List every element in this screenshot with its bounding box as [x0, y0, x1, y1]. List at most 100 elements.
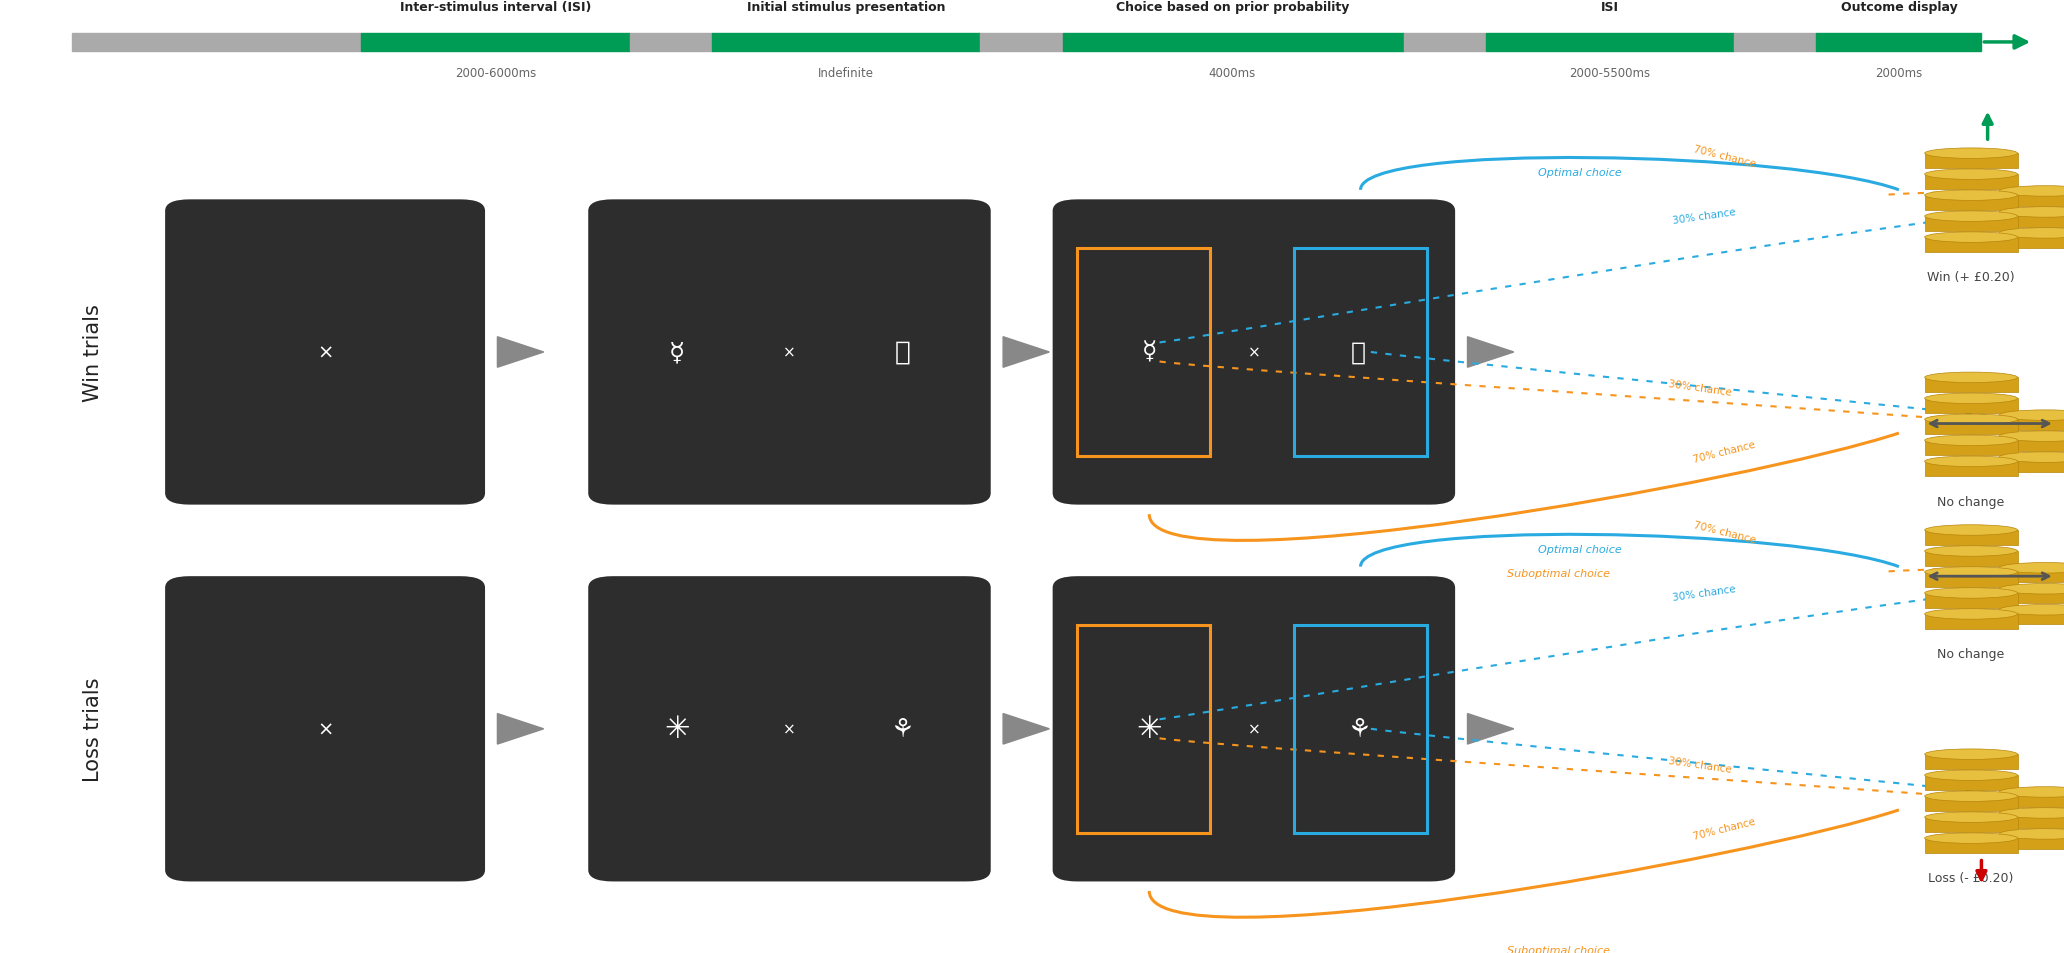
Bar	[630, 34, 712, 51]
Text: 30% chance: 30% chance	[1672, 583, 1736, 602]
Ellipse shape	[1998, 563, 2064, 574]
FancyBboxPatch shape	[1924, 531, 2019, 545]
Ellipse shape	[1924, 212, 2017, 222]
Text: ✳: ✳	[1137, 715, 1162, 743]
Ellipse shape	[1924, 394, 2017, 404]
FancyBboxPatch shape	[1924, 839, 2019, 853]
Text: Outcome display: Outcome display	[1841, 1, 1957, 14]
FancyBboxPatch shape	[1998, 457, 2064, 473]
Ellipse shape	[1924, 415, 2017, 425]
Ellipse shape	[1998, 808, 2064, 819]
FancyBboxPatch shape	[1924, 399, 2019, 414]
Ellipse shape	[1924, 525, 2017, 536]
Polygon shape	[1468, 714, 1513, 744]
FancyBboxPatch shape	[1998, 834, 2064, 849]
Bar	[1077, 625, 1210, 833]
Ellipse shape	[1924, 233, 2017, 243]
Bar	[1294, 625, 1426, 833]
Text: ⚘: ⚘	[890, 716, 914, 742]
FancyBboxPatch shape	[1998, 792, 2064, 807]
FancyBboxPatch shape	[1998, 610, 2064, 625]
FancyBboxPatch shape	[1924, 615, 2019, 629]
FancyBboxPatch shape	[1924, 378, 2019, 393]
Polygon shape	[497, 337, 543, 368]
Ellipse shape	[1924, 567, 2017, 578]
Text: 4000ms: 4000ms	[1210, 67, 1255, 80]
Text: ⚘: ⚘	[1346, 716, 1370, 742]
FancyBboxPatch shape	[1924, 217, 2019, 232]
Bar	[1063, 34, 1404, 51]
FancyBboxPatch shape	[588, 577, 991, 882]
FancyBboxPatch shape	[1998, 416, 2064, 431]
Ellipse shape	[1998, 787, 2064, 798]
FancyBboxPatch shape	[1053, 577, 1455, 882]
Text: ×: ×	[1247, 345, 1261, 360]
FancyBboxPatch shape	[1924, 594, 2019, 608]
Ellipse shape	[1924, 749, 2017, 760]
Text: No change: No change	[1938, 648, 2004, 660]
Bar	[1486, 34, 1734, 51]
Bar	[1077, 249, 1210, 456]
Polygon shape	[1003, 714, 1049, 744]
Ellipse shape	[1924, 436, 2017, 446]
Polygon shape	[497, 714, 543, 744]
Text: Loss (- £0.20): Loss (- £0.20)	[1928, 872, 2014, 884]
Polygon shape	[1468, 337, 1513, 368]
Text: Choice based on prior probability: Choice based on prior probability	[1115, 1, 1350, 14]
Text: ☿: ☿	[1141, 340, 1158, 365]
Polygon shape	[1003, 337, 1049, 368]
Text: Initial stimulus presentation: Initial stimulus presentation	[747, 1, 945, 14]
Text: ⛋: ⛋	[1352, 340, 1366, 365]
Text: ✳: ✳	[665, 715, 689, 743]
Bar	[712, 34, 980, 51]
FancyBboxPatch shape	[1924, 573, 2019, 587]
FancyBboxPatch shape	[1998, 436, 2064, 452]
Ellipse shape	[1998, 829, 2064, 840]
FancyBboxPatch shape	[1998, 568, 2064, 583]
Text: Inter-stimulus interval (ISI): Inter-stimulus interval (ISI)	[400, 1, 590, 14]
Ellipse shape	[1924, 170, 2017, 180]
Text: ×: ×	[1247, 721, 1261, 737]
Text: ☿: ☿	[669, 339, 685, 366]
Text: ×: ×	[318, 720, 332, 739]
Text: ISI: ISI	[1602, 1, 1618, 14]
FancyBboxPatch shape	[1924, 154, 2019, 169]
FancyBboxPatch shape	[1924, 755, 2019, 769]
FancyBboxPatch shape	[1053, 200, 1455, 505]
FancyBboxPatch shape	[1924, 441, 2019, 456]
Text: 70% chance: 70% chance	[1692, 520, 1756, 545]
Text: 70% chance: 70% chance	[1692, 144, 1756, 169]
Ellipse shape	[1924, 456, 2017, 467]
Bar	[1734, 34, 1816, 51]
FancyBboxPatch shape	[1998, 192, 2064, 207]
Bar	[1816, 34, 1981, 51]
Ellipse shape	[1998, 411, 2064, 421]
Text: 30% chance: 30% chance	[1668, 378, 1732, 397]
FancyBboxPatch shape	[1998, 813, 2064, 828]
Text: 70% chance: 70% chance	[1692, 439, 1756, 464]
Text: ⛋: ⛋	[894, 339, 910, 366]
Bar	[1404, 34, 1486, 51]
FancyBboxPatch shape	[1924, 420, 2019, 435]
Text: No change: No change	[1938, 496, 2004, 508]
Text: Win (+ £0.20): Win (+ £0.20)	[1928, 272, 2014, 284]
Bar	[72, 34, 361, 51]
FancyBboxPatch shape	[1924, 552, 2019, 566]
Text: ×: ×	[318, 343, 332, 362]
Text: Optimal choice: Optimal choice	[1538, 545, 1622, 555]
FancyBboxPatch shape	[1924, 196, 2019, 211]
Ellipse shape	[1998, 229, 2064, 239]
Ellipse shape	[1998, 432, 2064, 442]
Text: Win trials: Win trials	[83, 304, 103, 401]
Ellipse shape	[1924, 546, 2017, 557]
Bar	[1294, 249, 1426, 456]
FancyBboxPatch shape	[1998, 589, 2064, 604]
Bar	[361, 34, 630, 51]
FancyBboxPatch shape	[1924, 818, 2019, 832]
FancyBboxPatch shape	[165, 200, 485, 505]
Ellipse shape	[1998, 208, 2064, 218]
FancyBboxPatch shape	[1924, 797, 2019, 811]
FancyBboxPatch shape	[1924, 175, 2019, 190]
Ellipse shape	[1998, 187, 2064, 197]
Ellipse shape	[1924, 609, 2017, 619]
